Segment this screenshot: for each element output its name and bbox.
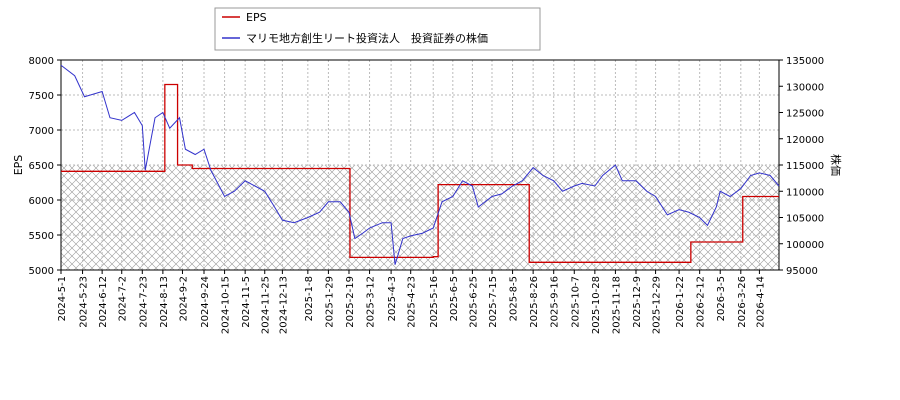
y-tick-label: 6500 [29, 161, 54, 172]
x-tick-label: 2025-10-28 [591, 276, 602, 334]
x-tick-label: 2026-3-5 [716, 276, 727, 321]
x-tick-label: 2025-12-9 [632, 276, 643, 328]
x-tick-label: 2024-5-1 [57, 276, 68, 321]
x-tick-label: 2025-2-19 [345, 276, 356, 328]
hatch-band [61, 165, 779, 270]
x-tick-label: 2025-8-5 [509, 276, 520, 321]
x-tick-label: 2025-4-23 [407, 276, 418, 328]
legend-label: マリモ地方創生リート投資法人 投資証券の株価 [246, 31, 488, 45]
y-tick-label: 5000 [29, 266, 54, 277]
x-tick-label: 2024-6-12 [98, 276, 109, 328]
y2-tick-label: 115000 [786, 161, 824, 172]
x-tick-label: 2025-1-29 [324, 276, 335, 328]
y2-axis-label: 株価 [829, 154, 843, 176]
x-tick-label: 2025-6-5 [449, 276, 460, 321]
x-tick-label: 2025-3-12 [366, 276, 377, 328]
y-tick-label: 5500 [29, 231, 54, 242]
y-tick-label: 6000 [29, 196, 54, 207]
y2-tick-label: 130000 [786, 82, 824, 93]
x-tick-label: 2025-12-29 [652, 276, 663, 334]
y2-tick-label: 110000 [786, 187, 824, 198]
x-tick-label: 2025-8-26 [529, 276, 540, 328]
x-tick-label: 2024-9-2 [178, 276, 189, 321]
y2-tick-label: 125000 [786, 109, 824, 120]
x-tick-label: 2024-12-13 [278, 276, 289, 334]
y-tick-label: 7000 [29, 126, 54, 137]
x-tick-label: 2024-8-13 [159, 276, 170, 328]
x-tick-label: 2024-9-24 [200, 276, 211, 328]
legend-label: EPS [246, 11, 267, 24]
x-tick-label: 2025-11-18 [611, 276, 622, 334]
x-tick-label: 2025-10-7 [570, 276, 581, 328]
x-tick-label: 2026-1-22 [675, 276, 686, 328]
x-tick-label: 2024-7-2 [118, 276, 129, 321]
x-tick-label: 2025-9-16 [550, 276, 561, 328]
y-tick-label: 7500 [29, 91, 54, 102]
series-line [61, 83, 779, 263]
y2-tick-label: 100000 [786, 240, 824, 251]
x-tick-label: 2025-5-16 [429, 276, 440, 328]
legend [214, 7, 541, 51]
x-tick-label: 2026-3-26 [737, 276, 748, 328]
x-tick-label: 2025-7-15 [488, 276, 499, 328]
x-tick-label: 2024-5-23 [79, 276, 90, 328]
y2-tick-label: 120000 [786, 135, 824, 146]
x-tick-label: 2025-1-8 [304, 276, 315, 321]
y-axis-label: EPS [12, 155, 25, 176]
y2-tick-label: 105000 [786, 214, 824, 225]
y-tick-label: 8000 [29, 56, 54, 67]
x-tick-label: 2025-6-25 [468, 276, 479, 328]
x-tick-label: 2026-2-12 [696, 276, 707, 328]
x-tick-label: 2024-7-23 [138, 276, 149, 328]
series-line [60, 64, 780, 265]
x-tick-label: 2026-4-14 [755, 276, 766, 328]
y2-tick-label: 135000 [786, 56, 824, 67]
y2-tick-label: 95000 [786, 266, 818, 277]
x-tick-label: 2024-11-5 [241, 276, 252, 328]
x-tick-label: 2025-4-3 [387, 276, 398, 321]
x-tick-label: 2024-10-15 [221, 276, 232, 334]
x-tick-label: 2024-11-25 [261, 276, 272, 334]
